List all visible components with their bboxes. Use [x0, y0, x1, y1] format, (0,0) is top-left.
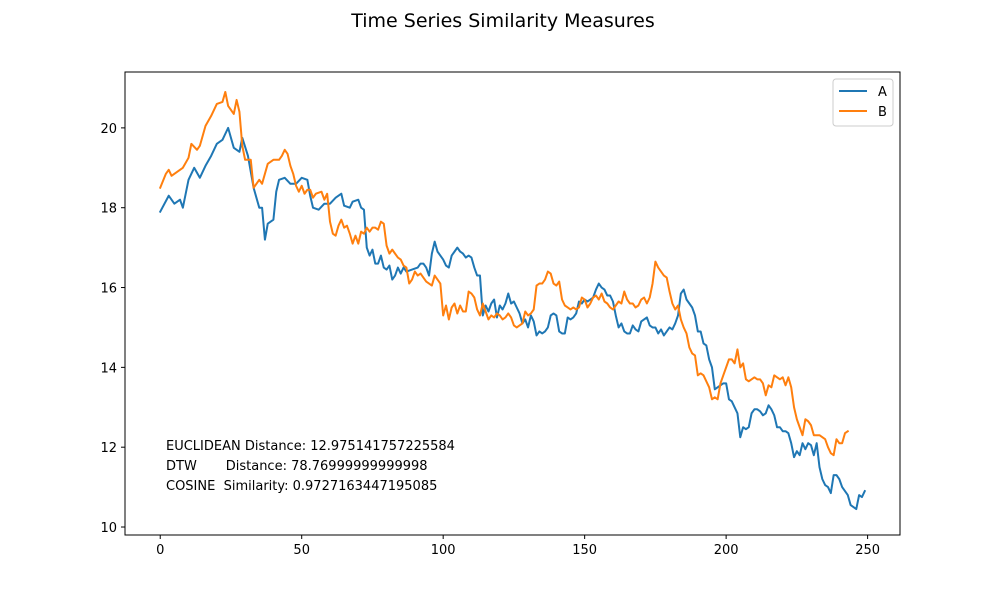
- x-tick-label: 150: [572, 543, 597, 558]
- y-tick-label: 18: [100, 202, 117, 217]
- similarity-annotations: EUCLIDEAN Distance: 12.975141757225584 D…: [166, 439, 455, 494]
- dtw-annotation: DTW Distance: 78.76999999999998: [166, 459, 428, 474]
- series-layer: [158, 90, 867, 511]
- legend-label-a: A: [878, 85, 887, 100]
- x-tick-label: 0: [156, 543, 164, 558]
- x-axis: 0 50 100 150 200 250: [156, 535, 880, 558]
- y-tick-label: 20: [100, 122, 117, 137]
- y-tick-label: 16: [100, 282, 117, 297]
- x-tick-label: 100: [431, 543, 456, 558]
- x-tick-label: 250: [855, 543, 880, 558]
- legend: A B: [832, 78, 894, 127]
- y-axis: 10 12 14 16 18 20: [100, 122, 125, 536]
- plot-frame: [124, 71, 901, 536]
- x-tick-label: 50: [293, 543, 310, 558]
- series-line-b: [158, 90, 850, 457]
- x-tick-label: 200: [714, 543, 739, 558]
- y-tick-label: 10: [100, 521, 117, 536]
- cosine-annotation: COSINE Similarity: 0.9727163447195085: [166, 479, 437, 494]
- series-line-a: [158, 126, 867, 511]
- y-tick-label: 12: [100, 441, 117, 456]
- y-tick-label: 14: [100, 361, 117, 376]
- legend-label-b: B: [878, 105, 887, 120]
- euclidean-annotation: EUCLIDEAN Distance: 12.975141757225584: [166, 439, 455, 454]
- chart-title: Time Series Similarity Measures: [350, 10, 655, 32]
